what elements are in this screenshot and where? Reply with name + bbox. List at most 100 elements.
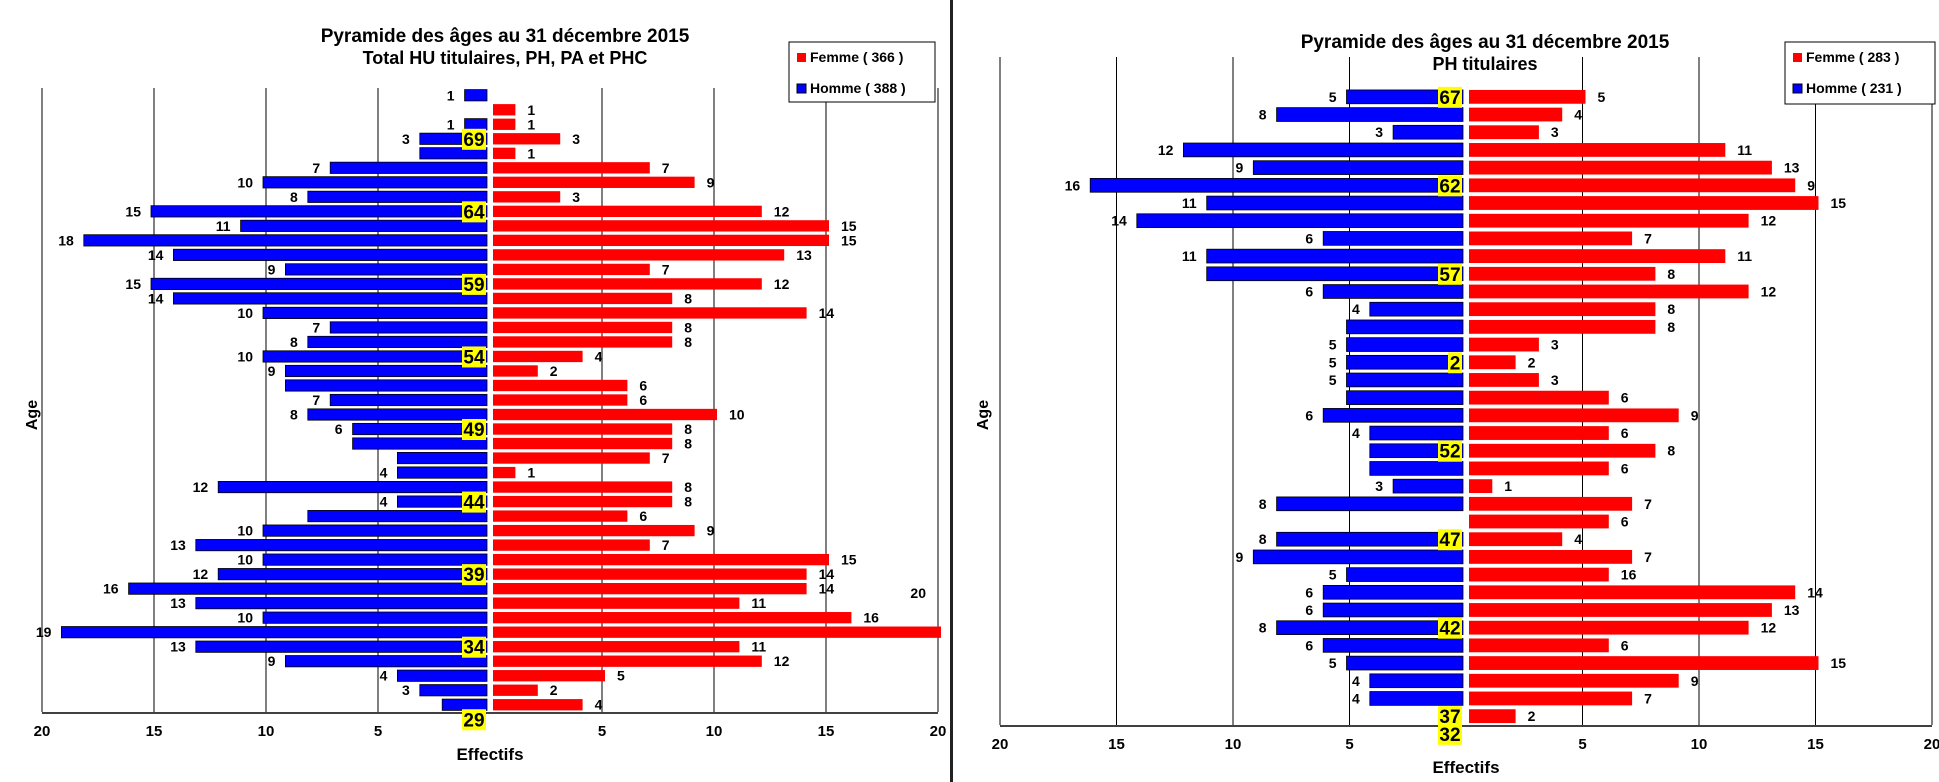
x-tick-label: 20 <box>34 723 51 740</box>
data-label-femme: 15 <box>1831 655 1847 671</box>
bar-femme <box>493 452 650 464</box>
bar-femme <box>493 597 740 609</box>
x-tick-label: 10 <box>706 723 723 740</box>
x-tick-label: 15 <box>146 723 163 740</box>
bar-femme <box>1469 249 1726 263</box>
data-label-femme: 7 <box>1644 690 1652 706</box>
bar-femme <box>493 191 561 203</box>
age-label-bg <box>462 128 486 150</box>
bar-homme <box>1252 549 1464 565</box>
bar-femme <box>493 466 516 479</box>
data-label-femme: 6 <box>1621 514 1629 530</box>
x-axis-title: Effectifs <box>1432 758 1499 777</box>
bar-homme <box>1322 584 1464 600</box>
bar-homme <box>172 292 488 305</box>
data-label-homme: 6 <box>1305 584 1313 600</box>
legend-homme-label: Homme ( 231 ) <box>1806 80 1902 96</box>
bar-homme <box>352 437 488 450</box>
bar-homme <box>240 219 488 232</box>
bar-femme <box>493 278 762 290</box>
legend-homme-swatch <box>1792 83 1803 94</box>
data-label-femme: 1 <box>1504 478 1512 494</box>
legend-box <box>788 41 936 103</box>
data-label-femme: 14 <box>819 566 835 582</box>
age-label: 34 <box>463 638 485 659</box>
age-label-bg <box>1438 440 1462 462</box>
data-label-femme: 7 <box>662 450 670 466</box>
bar-homme <box>1369 691 1464 706</box>
bar-homme <box>262 350 488 363</box>
data-label-femme: 16 <box>1621 567 1637 583</box>
age-label: 52 <box>1439 442 1460 463</box>
data-label-femme: 12 <box>774 276 790 292</box>
bar-homme <box>1136 213 1464 229</box>
data-label-femme: 6 <box>639 377 647 393</box>
bar-homme <box>1346 372 1464 388</box>
bar-homme <box>83 234 488 247</box>
chart-title: Pyramide des âges au 31 décembre 2015 <box>321 26 690 47</box>
bar-homme <box>217 481 488 494</box>
data-label-femme: 6 <box>1621 460 1629 476</box>
data-label-femme: 7 <box>662 160 670 176</box>
data-label-femme: 2 <box>1528 708 1536 724</box>
data-label-homme: 9 <box>268 261 276 277</box>
data-label-femme: 10 <box>729 407 745 423</box>
data-label-femme: 7 <box>662 261 670 277</box>
data-label-femme: 6 <box>1621 425 1629 441</box>
data-label-homme: 8 <box>1259 107 1267 123</box>
bar-homme <box>329 321 488 334</box>
bar-femme <box>493 510 628 522</box>
age-label-bg <box>1438 263 1462 285</box>
bar-homme <box>329 393 488 407</box>
data-label-homme: 16 <box>103 581 119 597</box>
bar-homme <box>1182 142 1464 158</box>
age-label-bg <box>462 491 486 513</box>
data-label-femme: 6 <box>639 508 647 524</box>
bar-femme <box>493 626 941 638</box>
data-label-homme: 9 <box>1236 160 1244 176</box>
bar-homme <box>419 132 488 145</box>
legend-homme-swatch <box>796 83 807 94</box>
data-label-homme: 15 <box>125 203 141 219</box>
bar-femme <box>493 263 650 276</box>
age-label: 39 <box>463 565 484 586</box>
bar-homme <box>464 118 488 131</box>
data-label-femme: 3 <box>572 131 580 147</box>
legend-femme-label: Femme ( 283 ) <box>1806 49 1899 65</box>
data-label-homme: 4 <box>380 668 388 684</box>
data-label-femme: 12 <box>774 653 790 669</box>
data-label-homme: 13 <box>170 639 186 655</box>
bar-femme <box>1469 373 1539 387</box>
data-label-homme: 11 <box>1182 195 1197 211</box>
bar-femme <box>493 350 583 363</box>
data-label-homme: 8 <box>290 334 298 350</box>
bar-femme <box>1469 691 1633 706</box>
data-label-homme: 19 <box>36 624 52 640</box>
data-label-homme: 4 <box>380 465 388 481</box>
bar-femme <box>493 524 695 537</box>
data-label-femme: 6 <box>1621 637 1629 653</box>
bar-femme <box>1469 461 1609 476</box>
bar-femme <box>493 684 538 696</box>
x-tick-label: 20 <box>1924 736 1939 753</box>
data-label-homme: 8 <box>1259 496 1267 512</box>
data-label-homme: 6 <box>1305 637 1313 653</box>
bar-femme <box>1469 178 1796 193</box>
bar-femme <box>493 612 852 624</box>
data-label-femme: 16 <box>863 610 879 626</box>
bar-homme <box>1346 567 1464 582</box>
data-label-femme: 8 <box>684 436 692 452</box>
data-label-femme: 14 <box>819 305 835 321</box>
data-label-femme: 6 <box>1621 390 1629 406</box>
bar-homme <box>262 553 488 566</box>
data-label-femme: 5 <box>1598 89 1606 105</box>
bar-homme <box>1322 231 1464 246</box>
data-label-homme: 14 <box>148 290 164 306</box>
data-label-homme: 10 <box>237 610 253 626</box>
bar-femme <box>1469 532 1563 547</box>
data-label-femme: 8 <box>684 494 692 510</box>
data-label-femme: 2 <box>550 363 558 379</box>
bar-homme <box>1322 284 1464 299</box>
data-label-femme: 8 <box>1667 319 1675 335</box>
data-label-femme: 4 <box>595 697 603 713</box>
